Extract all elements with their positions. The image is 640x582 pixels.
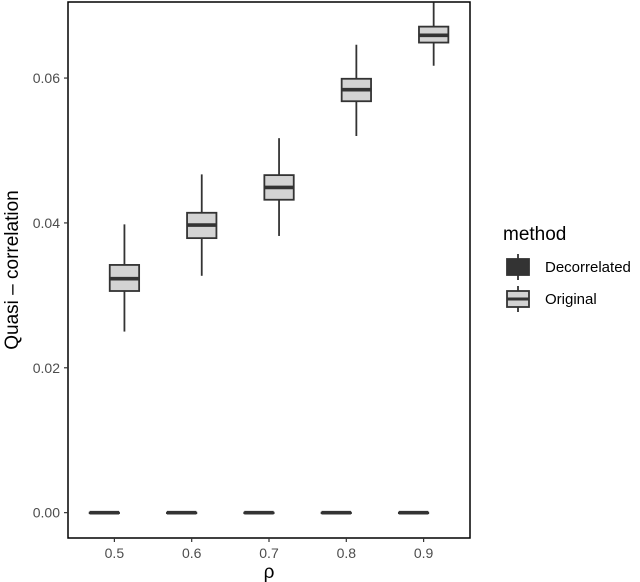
plot-marks [88, 2, 450, 515]
x-axis-title: ρ [264, 562, 275, 582]
box-decorrelated-0.7 [243, 510, 275, 515]
x-tick-label: 0.6 [182, 545, 202, 561]
legend: method Decorrelated Original [503, 224, 631, 312]
box-decorrelated-0.8 [320, 510, 352, 515]
box-original-0.9 [418, 2, 450, 66]
y-tick-label: 0.02 [33, 360, 60, 376]
axes: 0.00 0.02 0.04 0.06 0.5 0.6 0.7 0.8 0.9 [33, 70, 434, 561]
x-tick-label: 0.8 [337, 545, 357, 561]
legend-key-decorrelated [506, 254, 530, 280]
box-decorrelated-0.9 [397, 510, 430, 515]
box-original-0.5 [108, 224, 141, 332]
legend-label: Decorrelated [545, 259, 631, 276]
y-tick-label: 0.06 [33, 70, 60, 86]
y-axis-title: Quasi – correlation [2, 190, 23, 349]
y-tick-label: 0.00 [33, 505, 60, 521]
x-tick-label: 0.5 [105, 545, 125, 561]
box-original-0.7 [263, 138, 295, 236]
box-original-0.6 [186, 174, 218, 276]
box-original-0.8 [340, 44, 372, 136]
box-decorrelated-0.6 [166, 510, 198, 515]
legend-title: method [503, 224, 566, 245]
y-tick-label: 0.04 [33, 215, 60, 231]
legend-key-original [506, 286, 530, 312]
box-decorrelated-0.5 [88, 510, 120, 515]
x-tick-label: 0.9 [414, 545, 434, 561]
legend-label: Original [545, 291, 597, 308]
x-tick-label: 0.7 [259, 545, 279, 561]
